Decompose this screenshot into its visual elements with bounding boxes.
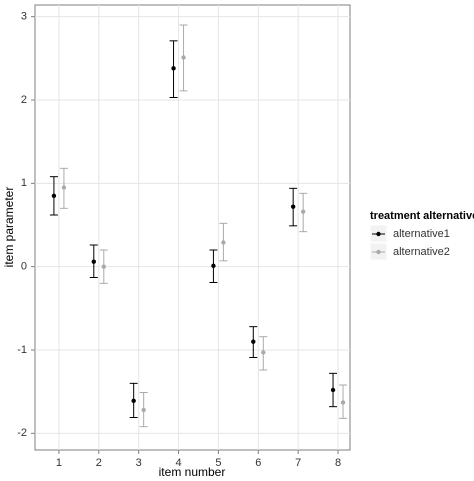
point	[171, 66, 176, 71]
point	[101, 264, 106, 269]
point	[330, 387, 336, 393]
point	[61, 185, 67, 190]
y-axis-label: item parameter	[2, 187, 16, 268]
point	[51, 193, 57, 199]
x-tick-label: 7	[295, 457, 301, 469]
legend-title: treatment alternative	[370, 210, 474, 222]
point	[261, 350, 266, 355]
legend-swatch-point	[376, 249, 381, 255]
y-tick-label: 2	[21, 94, 27, 106]
y-tick-label: 0	[21, 261, 27, 273]
point	[300, 209, 306, 214]
point	[221, 240, 226, 245]
point	[131, 398, 136, 404]
point	[340, 400, 346, 405]
point	[141, 407, 146, 413]
point	[211, 263, 216, 269]
x-tick-label: 6	[255, 457, 261, 469]
point	[251, 339, 256, 344]
legend-swatch-point	[376, 231, 381, 237]
x-tick-label: 5	[215, 457, 221, 469]
legend-label: alternative1	[393, 228, 450, 240]
panel	[34, 4, 351, 451]
y-tick-label: -1	[17, 344, 27, 356]
point	[91, 259, 96, 264]
x-tick-label: 2	[96, 457, 102, 469]
x-tick-label: 8	[335, 457, 341, 469]
x-tick-label: 1	[56, 457, 62, 469]
legend-label: alternative2	[393, 246, 450, 258]
y-tick-label: 3	[21, 11, 27, 23]
x-axis-label: item number	[159, 465, 226, 479]
x-tick-label: 4	[175, 457, 181, 469]
point	[290, 204, 296, 209]
x-tick-label: 3	[136, 457, 142, 469]
point	[181, 55, 186, 60]
y-tick-label: 1	[21, 177, 27, 189]
y-tick-label: -2	[17, 427, 27, 439]
